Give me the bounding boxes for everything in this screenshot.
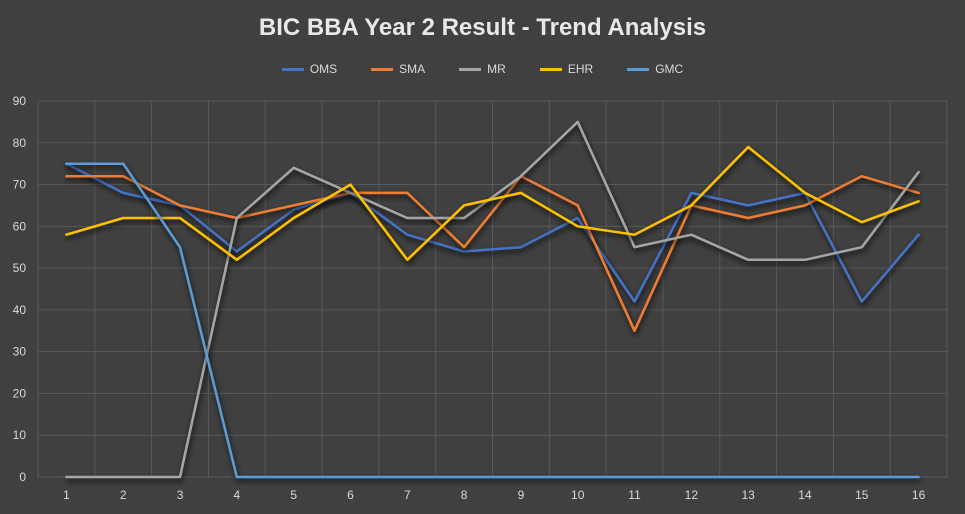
legend-swatch-ehr <box>539 67 562 71</box>
x-tick-label-8: 8 <box>461 488 468 502</box>
legend-swatch-gmc <box>627 67 650 71</box>
x-tick-label-9: 9 <box>518 488 525 502</box>
x-tick-label-15: 15 <box>855 488 869 502</box>
x-tick-label-11: 11 <box>628 488 641 502</box>
x-tick-label-3: 3 <box>177 488 184 502</box>
y-tick-label-10: 10 <box>13 428 27 442</box>
legend-item-ehr: EHR <box>539 62 594 76</box>
y-tick-label-30: 30 <box>13 345 27 359</box>
x-tick-label-12: 12 <box>685 488 699 502</box>
y-tick-label-90: 90 <box>13 94 27 108</box>
x-tick-label-2: 2 <box>120 488 127 502</box>
y-tick-label-80: 80 <box>13 136 27 150</box>
series-line-sma <box>65 174 920 333</box>
x-tick-label-4: 4 <box>234 488 241 502</box>
y-tick-label-60: 60 <box>13 219 27 233</box>
legend-swatch-sma <box>371 67 394 71</box>
legend-label-ehr: EHR <box>567 62 594 76</box>
x-tick-label-7: 7 <box>404 488 411 502</box>
chart-legend: OMS SMA MR EHR GMC <box>0 62 965 76</box>
x-tick-label-1: 1 <box>63 488 70 502</box>
legend-item-mr: MR <box>459 62 506 76</box>
series-line-mr <box>65 120 920 479</box>
legend-item-oms: OMS <box>281 62 338 76</box>
x-tick-label-14: 14 <box>798 488 812 502</box>
x-tick-label-6: 6 <box>347 488 354 502</box>
chart-title: BIC BBA Year 2 Result - Trend Analysis <box>258 14 707 41</box>
x-tick-label-16: 16 <box>912 488 926 502</box>
legend-label-mr: MR <box>487 62 506 76</box>
legend-swatch-mr <box>459 67 482 71</box>
legend-label-oms: OMS <box>309 62 338 76</box>
legend-swatch-oms <box>281 67 304 71</box>
y-tick-label-40: 40 <box>13 303 27 317</box>
series-line-gmc <box>65 162 920 479</box>
x-tick-label-5: 5 <box>290 488 297 502</box>
legend-label-gmc: GMC <box>655 62 684 76</box>
y-tick-label-20: 20 <box>13 386 27 400</box>
series-line-oms <box>65 162 920 303</box>
x-tick-label-10: 10 <box>571 488 585 502</box>
legend-item-gmc: GMC <box>627 62 683 76</box>
y-tick-label-0: 0 <box>19 470 26 484</box>
legend-item-sma: SMA <box>371 62 425 76</box>
x-tick-label-13: 13 <box>741 488 755 502</box>
series-line-ehr <box>65 145 920 262</box>
y-tick-label-70: 70 <box>13 178 27 192</box>
legend-label-sma: SMA <box>399 62 426 76</box>
y-tick-label-50: 50 <box>13 261 27 275</box>
